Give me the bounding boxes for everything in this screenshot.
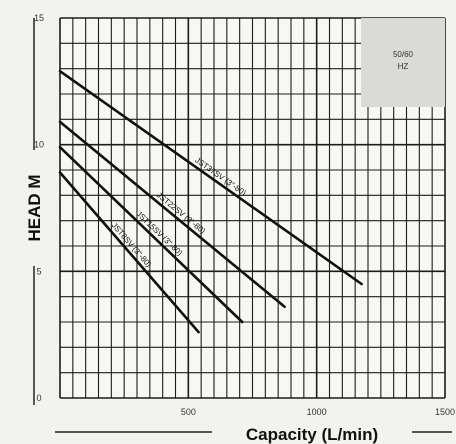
x-axis-title: Capacity (L/min) xyxy=(246,425,378,444)
y-tick-label: 5 xyxy=(36,266,41,276)
series-line xyxy=(58,145,244,324)
frequency-note-line1: 50/60 xyxy=(393,50,414,59)
y-tick-label: 15 xyxy=(34,13,44,23)
grid xyxy=(59,17,446,399)
frequency-box xyxy=(361,18,445,107)
series-line xyxy=(58,171,200,334)
y-tick-label: 0 xyxy=(36,393,41,403)
x-tick-label: 1000 xyxy=(307,407,327,417)
x-tick-label: 1500 xyxy=(435,407,455,417)
series-line xyxy=(58,120,286,309)
frequency-note-line2: HZ xyxy=(398,62,409,71)
series-line xyxy=(58,69,363,286)
y-tick-label: 10 xyxy=(34,140,44,150)
y-axis-title: HEAD M xyxy=(25,174,44,241)
axis-decorations xyxy=(33,18,452,433)
x-tick-label: 500 xyxy=(181,407,196,417)
axis-ticks: 500 1000 1500 0 5 10 15 xyxy=(34,13,455,417)
